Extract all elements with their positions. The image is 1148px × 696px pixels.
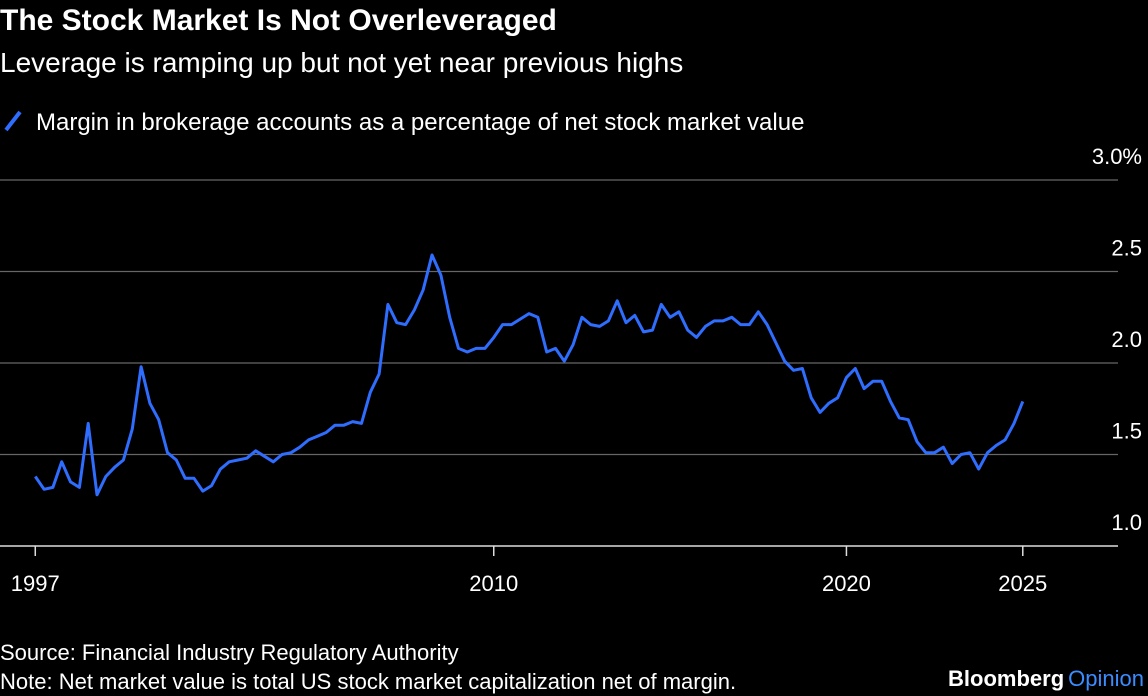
legend: Margin in brokerage accounts as a percen… [4,109,804,136]
brand-name: Bloomberg [948,666,1064,691]
note: Note: Net market value is total US stock… [0,669,736,694]
y-tick-label: 2.5 [1111,236,1142,261]
x-tick-label: 2010 [469,571,518,596]
y-tick-label: 3.0% [1092,144,1142,169]
x-tick-label: 1997 [11,571,60,596]
legend-swatch [4,110,22,132]
legend-label: Margin in brokerage accounts as a percen… [36,109,804,136]
y-tick-label: 1.0 [1111,510,1142,535]
chart-title: The Stock Market Is Not Overleveraged [0,4,557,37]
y-tick-label: 1.5 [1111,419,1142,444]
x-tick-label: 2020 [822,571,871,596]
y-tick-label: 2.0 [1111,327,1142,352]
brand: Bloomberg Opinion [948,666,1144,691]
source: Source: Financial Industry Regulatory Au… [0,640,459,665]
brand-section: Opinion [1068,666,1144,691]
data-line [34,253,1025,497]
chart-subtitle: Leverage is ramping up but not yet near … [0,47,683,78]
x-tick-label: 2025 [998,571,1047,596]
